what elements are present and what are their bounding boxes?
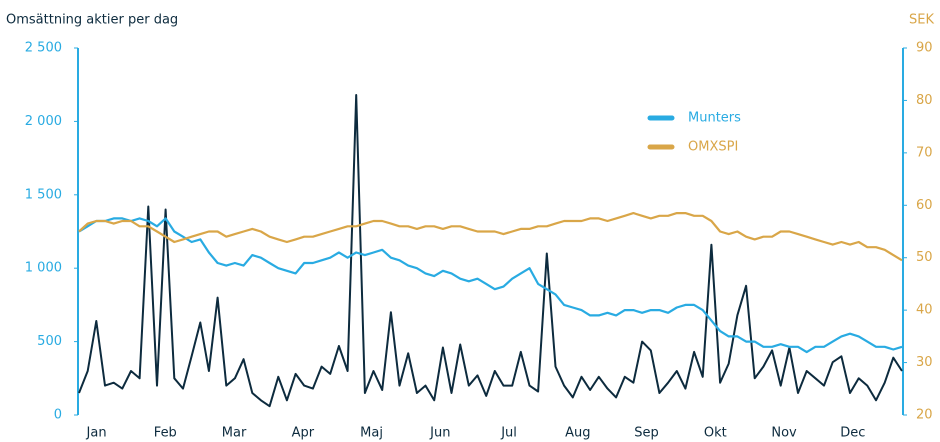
y-tick-label: 0 — [54, 408, 62, 423]
y-tick-label: 1 000 — [25, 261, 62, 276]
x-tick-label: Okt — [704, 426, 727, 441]
legend-label: Munters — [688, 111, 741, 126]
y-tick-label: 2 500 — [25, 41, 62, 56]
chart-title: Omsättning aktier per dag — [6, 13, 178, 28]
y2-tick-label: 50 — [916, 250, 933, 265]
y2-axis-label: SEK — [909, 13, 934, 28]
series-line — [78, 212, 903, 262]
y2-tick-label: 90 — [916, 41, 933, 56]
x-tick-label: Nov — [771, 426, 797, 441]
x-tick-label: Jun — [429, 426, 450, 441]
y-tick-label: 2 000 — [25, 114, 62, 129]
y2-tick-label: 60 — [916, 198, 933, 213]
legend-label: OMXSPI — [688, 140, 738, 155]
series-line — [78, 217, 903, 354]
y2-tick-label: 30 — [916, 355, 933, 370]
x-tick-label: Jan — [86, 426, 107, 441]
x-tick-label: Dec — [840, 426, 865, 441]
y-tick-label: 1 500 — [25, 187, 62, 202]
x-tick-label: Aug — [565, 426, 590, 441]
x-tick-label: Mar — [222, 426, 247, 441]
x-tick-label: Maj — [360, 426, 383, 441]
x-tick-label: Sep — [634, 426, 659, 441]
y2-tick-label: 40 — [916, 303, 933, 318]
y2-tick-label: 20 — [916, 408, 933, 423]
y-tick-label: 500 — [37, 334, 62, 349]
x-tick-label: Feb — [154, 426, 177, 441]
y2-tick-label: 80 — [916, 93, 933, 108]
y2-tick-label: 70 — [916, 145, 933, 160]
x-tick-label: Jul — [500, 426, 517, 441]
x-tick-label: Apr — [292, 426, 315, 441]
series-line — [78, 94, 903, 408]
